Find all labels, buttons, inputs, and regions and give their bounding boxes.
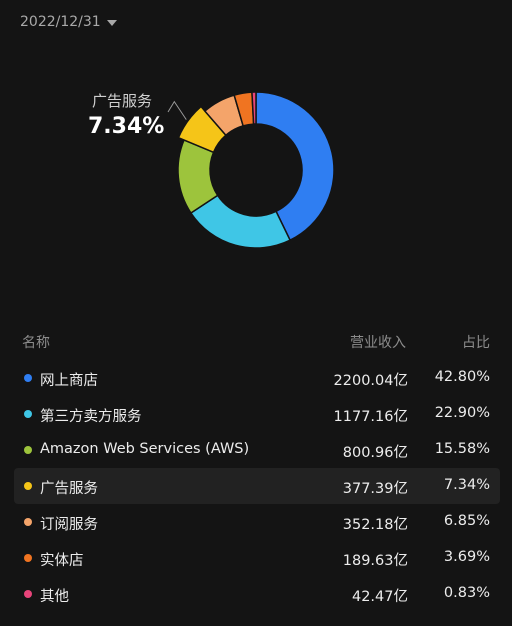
row-revenue: 800.96亿 [342, 445, 408, 461]
row-name: 网上商店 [40, 373, 98, 389]
row-revenue: 2200.04亿 [333, 373, 408, 389]
date-selector[interactable]: 2022/12/31 [20, 14, 117, 30]
row-revenue: 189.63亿 [342, 553, 408, 569]
row-revenue: 377.39亿 [342, 481, 408, 497]
row-revenue: 42.47亿 [351, 589, 408, 605]
row-share: 6.85% [443, 513, 490, 529]
header-share: 占比 [462, 335, 490, 351]
legend-dot-icon [24, 374, 32, 382]
legend-dot-icon [24, 446, 32, 454]
date-selector-value: 2022/12/31 [20, 14, 101, 30]
legend-dot-icon [24, 554, 32, 562]
table-row[interactable]: 第三方卖方服务 1177.16亿 22.90% [14, 396, 500, 432]
row-name: 实体店 [40, 553, 84, 569]
callout-value: 7.34% [88, 114, 165, 139]
table-row[interactable]: 其他 42.47亿 0.83% [14, 576, 500, 612]
legend-dot-icon [24, 482, 32, 490]
donut-chart [167, 91, 335, 249]
row-name: 第三方卖方服务 [40, 409, 142, 425]
row-share: 3.69% [443, 549, 490, 565]
row-share: 42.80% [434, 369, 490, 385]
table-header: 名称 营业收入 占比 [22, 332, 490, 352]
row-name: Amazon Web Services (AWS) [40, 441, 250, 457]
callout-leader-line [167, 100, 187, 120]
legend-dot-icon [24, 410, 32, 418]
table-row[interactable]: 网上商店 2200.04亿 42.80% [14, 360, 500, 396]
row-revenue: 1177.16亿 [333, 409, 408, 425]
callout-label: 广告服务 [92, 92, 153, 110]
row-share: 15.58% [434, 441, 490, 457]
row-name: 广告服务 [40, 481, 98, 497]
row-name: 订阅服务 [40, 517, 98, 533]
header-name: 名称 [22, 335, 50, 351]
header-revenue: 营业收入 [350, 335, 406, 351]
table-row[interactable]: Amazon Web Services (AWS) 800.96亿 15.58% [14, 432, 500, 468]
donut-slice[interactable] [251, 91, 257, 125]
donut-slice[interactable] [177, 105, 227, 154]
row-share: 22.90% [434, 405, 490, 421]
row-share: 7.34% [443, 477, 490, 493]
row-revenue: 352.18亿 [342, 517, 408, 533]
chevron-down-icon [106, 20, 117, 26]
table-row[interactable]: 实体店 189.63亿 3.69% [14, 540, 500, 576]
table-row[interactable]: 广告服务 377.39亿 7.34% [14, 468, 500, 504]
row-share: 0.83% [443, 585, 490, 601]
row-name: 其他 [40, 589, 69, 605]
legend-dot-icon [24, 518, 32, 526]
table-row[interactable]: 订阅服务 352.18亿 6.85% [14, 504, 500, 540]
legend-dot-icon [24, 590, 32, 598]
donut-slice[interactable] [255, 91, 335, 242]
